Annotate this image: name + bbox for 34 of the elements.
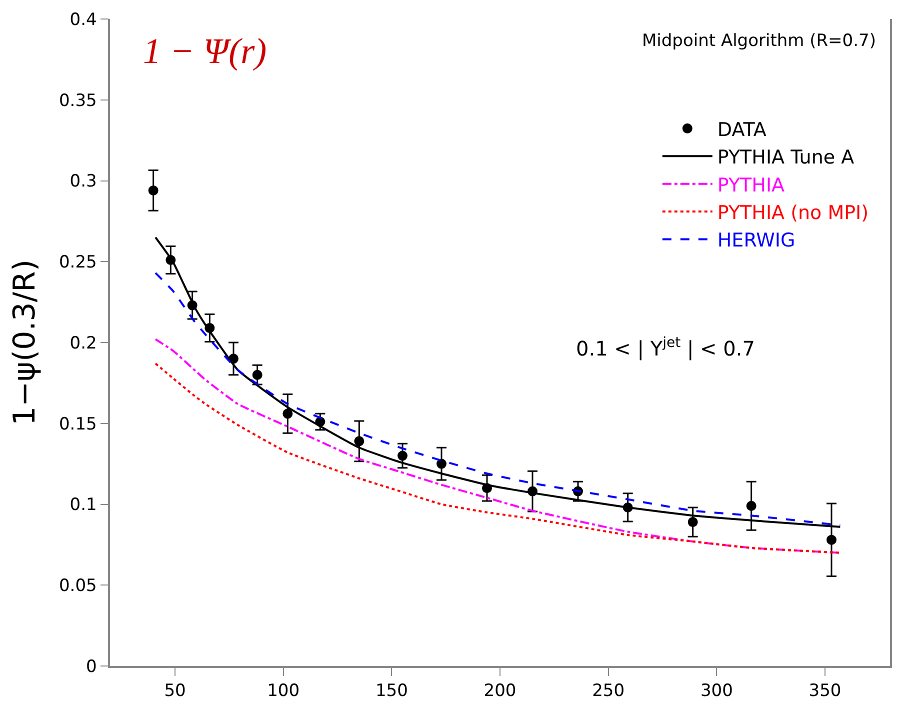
y-tick-label: 0.15 [58,414,97,434]
y-tick-label: 0.2 [70,333,97,354]
x-tick-label: 250 [592,681,625,702]
legend-label: HERWIG [717,230,796,252]
y-tick-label: 0.1 [70,495,97,516]
y-tick-label: 0 [86,656,97,677]
point [354,436,364,446]
point [436,458,446,469]
y-tick-label: 0.3 [70,172,97,192]
legend-label: PYTHIA [717,174,785,196]
y-tick-label: 0.35 [58,90,97,111]
y-tick-label: 0.4 [70,10,97,30]
point [398,450,408,461]
x-tick-label: 150 [375,681,408,702]
annotation: 1 − Ψ(r) [143,31,267,71]
y-tick-label: 0.25 [58,252,97,273]
point [252,370,262,380]
x-tick-label: 200 [484,681,516,702]
x-tick-label: 300 [700,681,733,702]
legend-label: PYTHIA (no MPI) [717,202,869,224]
point [148,185,158,196]
y-tick-label: 0.05 [58,576,97,596]
point [688,517,698,528]
point [282,408,293,419]
point [746,500,756,511]
legend-label: DATA [717,118,766,141]
y-axis-title: 1−ψ(0.3/R) [7,259,42,426]
point [826,534,836,545]
x-tick-label: 100 [267,681,300,702]
x-tick-label: 350 [808,681,842,702]
annotation: Midpoint Algorithm (R=0.7) [642,31,876,51]
legend-label: PYTHIA Tune A [717,146,854,169]
x-tick-label: 50 [164,681,186,702]
annotation: 0.1 < | Y$^{jet}$ | < 0.7 [576,335,755,360]
